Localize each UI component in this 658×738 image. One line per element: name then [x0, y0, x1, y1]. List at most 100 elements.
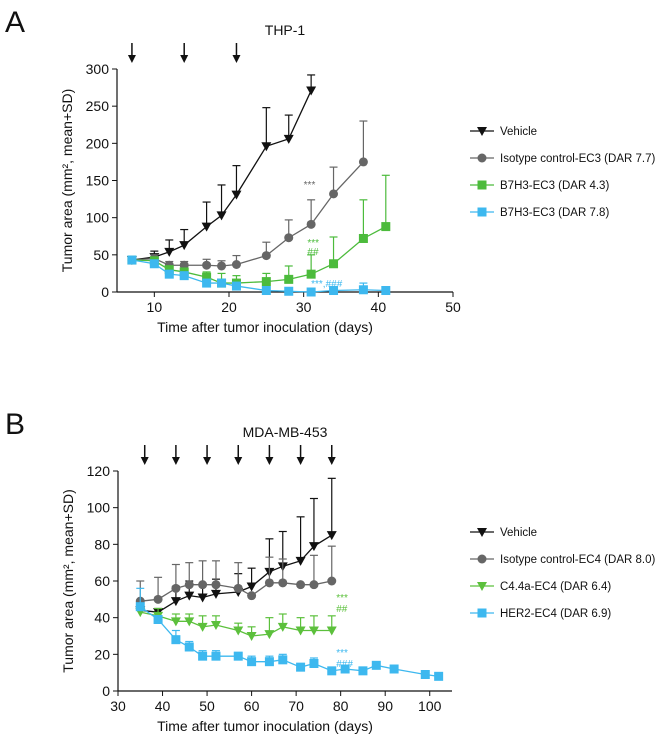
- dosing-arrow-head: [171, 457, 180, 465]
- data-point: [340, 664, 350, 674]
- x-tick-label: 70: [288, 698, 304, 714]
- data-point: [277, 622, 288, 632]
- x-tick-label: 30: [296, 299, 312, 315]
- data-point: [264, 630, 275, 640]
- legend-label: Isotype control-EC4 (DAR 8.0): [500, 554, 655, 566]
- x-tick-label: 100: [418, 698, 442, 714]
- y-tick-label: 0: [102, 683, 110, 699]
- data-point: [184, 642, 194, 652]
- data-point: [149, 259, 159, 269]
- dosing-arrow-head: [127, 55, 136, 63]
- x-tick-label: 80: [333, 698, 349, 714]
- data-point: [358, 233, 368, 243]
- significance-annotation: ***: [307, 238, 319, 249]
- data-point: [306, 269, 316, 279]
- data-point: [198, 580, 208, 590]
- significance-annotation: ***: [336, 593, 348, 604]
- legend-marker: [477, 608, 487, 618]
- x-tick-label: 90: [377, 698, 393, 714]
- data-point: [358, 285, 368, 295]
- x-tick-label: 30: [110, 698, 126, 714]
- y-tick-label: 40: [94, 610, 110, 626]
- data-point: [170, 597, 181, 607]
- data-point: [217, 278, 227, 288]
- data-point: [233, 626, 244, 636]
- dosing-arrow-head: [327, 457, 336, 465]
- data-point: [211, 651, 221, 661]
- data-point: [308, 542, 319, 552]
- data-point: [326, 531, 337, 541]
- x-tick-label: 40: [155, 698, 171, 714]
- data-point: [247, 591, 257, 601]
- data-point: [329, 286, 339, 296]
- dosing-arrow-head: [203, 457, 212, 465]
- y-tick-label: 0: [101, 284, 109, 300]
- data-point: [247, 657, 257, 667]
- data-point: [171, 583, 181, 593]
- significance-annotation: ###: [336, 659, 353, 670]
- data-point: [306, 86, 317, 96]
- y-tick-label: 50: [93, 247, 109, 263]
- data-point: [233, 583, 243, 593]
- data-point: [306, 219, 316, 229]
- data-point: [153, 615, 163, 624]
- x-tick-label: 40: [371, 299, 387, 315]
- series-2: [135, 607, 337, 641]
- data-point: [358, 157, 368, 167]
- legend-marker: [477, 153, 487, 163]
- legend-marker: [477, 582, 487, 591]
- dosing-arrow-head: [234, 457, 243, 465]
- legend-marker: [477, 207, 487, 217]
- y-tick-label: 150: [86, 173, 110, 189]
- y-axis-label: Tumor area (mm², mean+SD): [60, 489, 76, 672]
- y-tick-label: 100: [86, 210, 110, 226]
- data-point: [284, 274, 294, 284]
- significance-annotation: ***: [336, 648, 348, 659]
- data-point: [296, 662, 306, 672]
- significance-annotation: ***,###: [311, 279, 343, 290]
- legend-label: Vehicle: [500, 527, 537, 539]
- significance-annotation: ##: [307, 247, 319, 258]
- significance-annotation: ##: [336, 604, 348, 615]
- data-point: [170, 617, 181, 627]
- x-axis-label: Time after tumor inoculation (days): [157, 319, 373, 335]
- data-point: [164, 269, 174, 279]
- data-point: [217, 261, 227, 271]
- data-point: [231, 259, 241, 269]
- x-tick-label: 50: [445, 299, 461, 315]
- x-tick-label: 20: [221, 299, 237, 315]
- legend-label: Vehicle: [500, 126, 537, 138]
- series-line: [131, 90, 312, 261]
- legend-label: B7H3-EC3 (DAR 7.8): [500, 207, 609, 219]
- data-point: [389, 664, 399, 674]
- y-tick-label: 250: [86, 98, 110, 114]
- legend-marker: [477, 180, 487, 190]
- data-point: [327, 666, 337, 676]
- y-tick-label: 300: [86, 61, 110, 77]
- panel-label: B: [5, 408, 25, 441]
- data-point: [135, 602, 145, 612]
- data-point: [306, 287, 316, 297]
- data-point: [153, 594, 163, 604]
- data-point: [184, 580, 194, 590]
- data-point: [246, 582, 257, 592]
- data-point: [329, 259, 339, 269]
- data-point: [358, 666, 368, 676]
- chart-A: A THP-1 0 50 100 150 200 250 300 10 20 30 40 50 Time a…: [5, 6, 655, 335]
- data-point: [296, 580, 306, 590]
- dosing-arrow-head: [232, 55, 241, 63]
- data-point: [371, 660, 381, 670]
- data-point: [233, 651, 243, 661]
- chart-title: THP-1: [265, 22, 306, 38]
- data-point: [164, 247, 175, 257]
- data-point: [127, 255, 137, 265]
- legend-label: C4.4a-EC4 (DAR 6.4): [500, 581, 611, 593]
- legend-marker: [477, 554, 487, 564]
- chart-B: B MDA-MB-453 0 20 40 60 80 100 120 30 40 50 60 70 80 90…: [5, 408, 655, 734]
- data-point: [202, 272, 212, 282]
- data-point: [264, 578, 274, 588]
- data-point: [284, 286, 294, 296]
- series-3: [127, 255, 391, 297]
- data-point: [284, 233, 294, 243]
- data-point: [329, 189, 339, 199]
